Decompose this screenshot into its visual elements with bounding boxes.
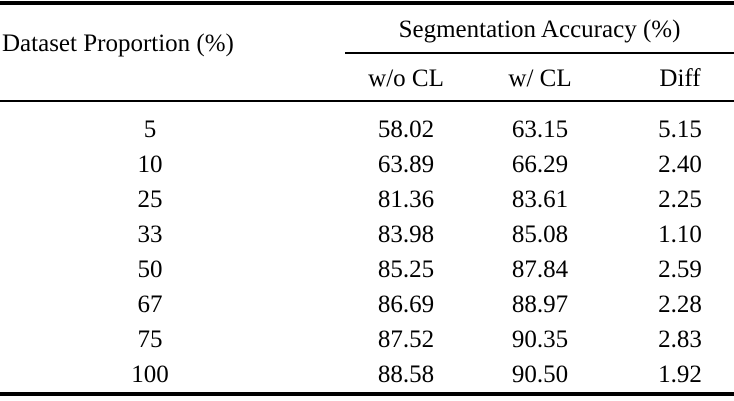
cell-wo-cl: 87.52 — [377, 325, 435, 353]
table-top-rule — [0, 1, 734, 5]
table-row: 50 85.25 87.84 2.59 — [0, 252, 734, 287]
table-body: 5 58.02 63.15 5.15 10 63.89 66.29 2.40 2… — [0, 112, 734, 392]
cell-diff: 2.83 — [658, 325, 702, 353]
column-header-dataset-proportion: Dataset Proportion (%) — [2, 30, 234, 57]
cell-proportion: 33 — [137, 220, 163, 248]
cell-w-cl: 66.29 — [511, 150, 569, 178]
table-row: 33 83.98 85.08 1.10 — [0, 217, 734, 252]
cell-diff: 1.10 — [658, 220, 702, 248]
table-row: 75 87.52 90.35 2.83 — [0, 322, 734, 357]
cell-proportion: 50 — [137, 255, 163, 283]
table-row: 10 63.89 66.29 2.40 — [0, 147, 734, 182]
table-row: 100 88.58 90.50 1.92 — [0, 357, 734, 392]
table-row: 25 81.36 83.61 2.25 — [0, 182, 734, 217]
cell-w-cl: 85.08 — [511, 220, 569, 248]
column-header-diff: Diff — [659, 65, 701, 92]
cell-wo-cl: 88.58 — [377, 360, 435, 388]
column-header-w-cl: w/ CL — [508, 65, 572, 92]
cell-proportion: 25 — [137, 185, 163, 213]
cell-proportion: 100 — [131, 360, 169, 388]
cell-proportion: 10 — [137, 150, 163, 178]
cell-proportion: 5 — [143, 115, 157, 143]
table-row: 67 86.69 88.97 2.28 — [0, 287, 734, 322]
cell-wo-cl: 86.69 — [377, 290, 435, 318]
cell-wo-cl: 58.02 — [377, 115, 435, 143]
cell-w-cl: 88.97 — [511, 290, 569, 318]
cell-diff: 2.25 — [658, 185, 702, 213]
table-row: 5 58.02 63.15 5.15 — [0, 112, 734, 147]
table-bottom-rule — [0, 392, 734, 396]
cell-wo-cl: 85.25 — [377, 255, 435, 283]
cell-diff: 5.15 — [658, 115, 702, 143]
cell-w-cl: 90.35 — [511, 325, 569, 353]
cell-diff: 2.59 — [658, 255, 702, 283]
table-mid-rule — [0, 100, 734, 102]
column-group-header-segmentation-accuracy: Segmentation Accuracy (%) — [398, 16, 681, 43]
cell-diff: 1.92 — [658, 360, 702, 388]
cell-w-cl: 63.15 — [511, 115, 569, 143]
cell-wo-cl: 63.89 — [377, 150, 435, 178]
cell-diff: 2.28 — [658, 290, 702, 318]
cell-w-cl: 87.84 — [511, 255, 569, 283]
cell-wo-cl: 83.98 — [377, 220, 435, 248]
sub-header-row: w/o CL w/ CL Diff — [0, 63, 734, 95]
cell-proportion: 67 — [137, 290, 163, 318]
cell-proportion: 75 — [137, 325, 163, 353]
cell-w-cl: 83.61 — [511, 185, 569, 213]
column-header-wo-cl: w/o CL — [368, 65, 444, 92]
segmentation-accuracy-cmidrule — [345, 52, 734, 54]
cell-w-cl: 90.50 — [511, 360, 569, 388]
cell-wo-cl: 81.36 — [377, 185, 435, 213]
cell-diff: 2.40 — [658, 150, 702, 178]
